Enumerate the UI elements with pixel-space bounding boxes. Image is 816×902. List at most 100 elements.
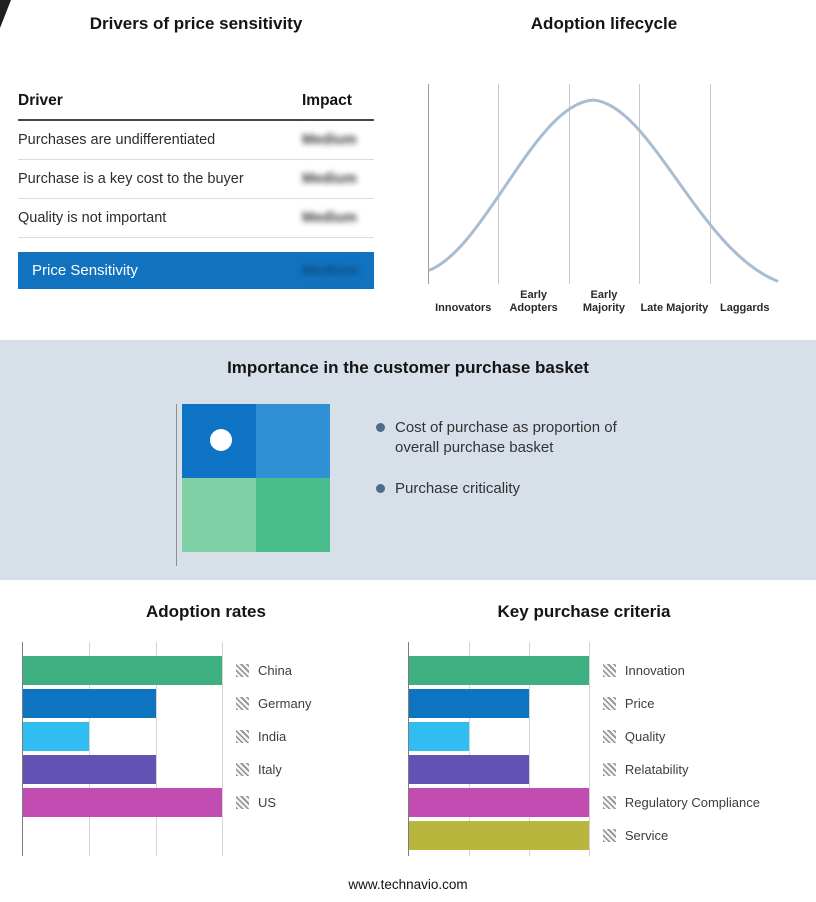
legend-label: US xyxy=(258,795,277,810)
corner-mark xyxy=(0,0,11,28)
stage-label: Laggards xyxy=(720,302,770,315)
hatch-swatch-icon xyxy=(602,664,616,677)
quadrant-axis-line xyxy=(176,404,177,566)
legend-label: Relatability xyxy=(624,762,689,777)
gridline xyxy=(468,642,470,856)
impact-value: Medium xyxy=(302,171,357,187)
bar-service xyxy=(409,821,589,850)
driver-row: Purchase is a key cost to the buyer Mediu… xyxy=(18,160,374,199)
hatch-swatch-icon xyxy=(602,697,616,710)
legend-label: Price xyxy=(624,696,655,711)
bar-row xyxy=(409,687,589,720)
hatch-swatch-icon xyxy=(236,763,249,776)
price-sensitivity-row: Price Sensitivity Medium xyxy=(18,252,374,289)
drivers-title: Drivers of price sensitivity xyxy=(89,14,303,33)
impact-cell: Medium xyxy=(302,171,374,187)
bullet-text: Purchase criticality xyxy=(395,480,521,497)
hatch-swatch-icon xyxy=(236,664,249,677)
legend-label: Innovation xyxy=(624,663,685,678)
bottom-section: Adoption rates China Germany India Italy US … xyxy=(0,580,816,856)
bar-row xyxy=(23,720,222,753)
hatch-swatch-icon xyxy=(602,829,616,842)
bar-row xyxy=(409,819,589,852)
importance-title: Importance in the customer purchase bask… xyxy=(227,358,589,377)
legend-label: Quality xyxy=(624,729,666,744)
legend-item: Innovation xyxy=(602,654,760,687)
impact-cell: Medium xyxy=(302,210,374,226)
bullet-item: Cost of purchase as proportion of overal… xyxy=(376,418,634,457)
quadrant-cell-top-right xyxy=(256,404,330,478)
legend-label: China xyxy=(258,663,292,678)
adoption-rates-block: Adoption rates China Germany India Italy US xyxy=(22,602,390,856)
lifecycle-title: Adoption lifecycle xyxy=(530,14,678,33)
legend-item: Service xyxy=(602,819,760,852)
adoption-rates-chart: China Germany India Italy US xyxy=(22,642,390,856)
gridline xyxy=(155,642,157,856)
quadrant-wrap xyxy=(176,404,330,566)
driver-name: Purchase is a key cost to the buyer xyxy=(18,171,244,187)
hatch-swatch-icon xyxy=(236,730,249,743)
legend-item: Relatability xyxy=(602,753,760,786)
importance-bullets: Cost of purchase as proportion of overal… xyxy=(376,418,634,552)
price-sensitivity-impact: Medium xyxy=(302,262,374,279)
hatch-swatch-icon xyxy=(602,730,616,743)
bar-china xyxy=(23,656,222,685)
position-marker-dot xyxy=(210,429,232,451)
price-sensitivity-label: Price Sensitivity xyxy=(32,262,138,279)
stage-gridline xyxy=(498,84,500,284)
lifecycle-panel: Adoption lifecycle Innovators Early Adopt… xyxy=(396,14,816,340)
impact-cell: Medium xyxy=(302,132,374,148)
adoption-rates-plot xyxy=(22,642,223,856)
legend-label: Service xyxy=(624,828,669,843)
bar-row xyxy=(23,687,222,720)
bar-innovation xyxy=(409,656,589,685)
legend-item: Price xyxy=(602,687,760,720)
drivers-table: Driver Impact Purchases are undifferenti… xyxy=(18,86,374,289)
key-purchase-criteria-legend: Innovation Price Quality Relatability Regula… xyxy=(602,642,760,856)
legend-item: China xyxy=(236,654,311,687)
bar-italy xyxy=(23,755,156,784)
impact-value: Medium xyxy=(302,210,357,226)
stage-gridline xyxy=(709,84,711,284)
driver-row: Quality is not important Medium xyxy=(18,199,374,238)
legend-label: Regulatory Compliance xyxy=(624,795,760,810)
bar-us xyxy=(23,788,222,817)
adoption-lifecycle-chart xyxy=(428,84,780,284)
quadrant-cell-bottom-right xyxy=(256,478,330,552)
bar-india xyxy=(23,722,90,751)
bullet-text: Cost of purchase as proportion of overal… xyxy=(395,419,617,456)
drivers-table-header: Driver Impact xyxy=(18,86,374,121)
driver-column-header: Driver xyxy=(18,92,63,109)
key-purchase-criteria-block: Key purchase criteria Innovation Price Qua… xyxy=(408,602,760,856)
adoption-rates-title: Adoption rates xyxy=(146,602,266,621)
gridline xyxy=(588,642,590,856)
purchase-basket-quadrant xyxy=(182,404,330,552)
legend-item: Quality xyxy=(602,720,760,753)
legend-item: Regulatory Compliance xyxy=(602,786,760,819)
drivers-rows: Purchases are undifferentiated Medium Purc… xyxy=(18,121,374,238)
top-section: Drivers of price sensitivity Driver Impa… xyxy=(0,0,816,340)
bar-regulatory-compliance xyxy=(409,788,589,817)
bar-row xyxy=(23,753,222,786)
hatch-swatch-icon xyxy=(236,697,249,710)
bar-row xyxy=(23,654,222,687)
footer-url: www.technavio.com xyxy=(348,877,468,892)
bar-relatability xyxy=(409,755,529,784)
y-axis-line xyxy=(428,84,429,284)
importance-body: Cost of purchase as proportion of overal… xyxy=(0,404,816,566)
bar-row xyxy=(409,720,589,753)
bar-row xyxy=(409,654,589,687)
quadrant-cell-bottom-left xyxy=(182,478,256,552)
bullet-icon xyxy=(376,484,385,493)
bullet-item: Purchase criticality xyxy=(376,479,634,499)
legend-item: India xyxy=(236,720,311,753)
impact-value: Medium xyxy=(302,262,359,279)
key-purchase-criteria-title: Key purchase criteria xyxy=(497,602,671,621)
gridline xyxy=(89,642,91,856)
bell-curve xyxy=(428,98,779,283)
legend-label: Italy xyxy=(258,762,282,777)
bar-row xyxy=(409,753,589,786)
drivers-panel: Drivers of price sensitivity Driver Impa… xyxy=(0,14,396,340)
bar-row xyxy=(23,786,222,819)
